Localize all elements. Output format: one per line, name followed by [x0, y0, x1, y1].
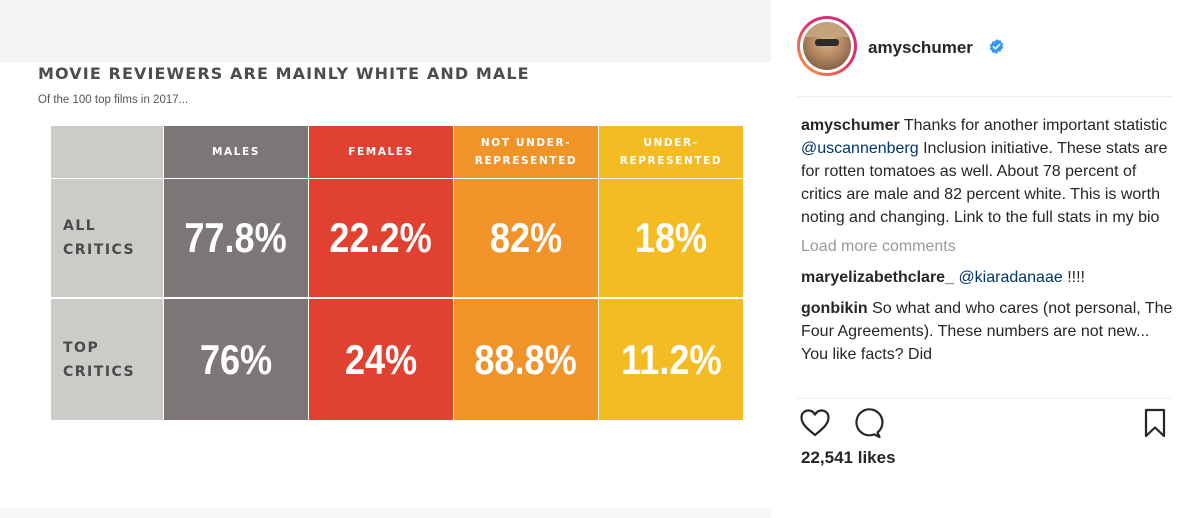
load-more-comments-button[interactable]: Load more comments: [801, 238, 956, 255]
value-top-critics-males: 76%: [199, 335, 273, 383]
row-label-all-critics: ALL CRITICS: [51, 179, 163, 297]
caption-text-rest: Inclusion initiative. These stats are fo…: [801, 140, 1168, 226]
image-bottom-band: [0, 508, 771, 518]
post-author-username[interactable]: amyschumer: [868, 38, 973, 57]
post-side-panel: amyschumer amyschumer Thanks for another…: [772, 0, 1200, 518]
comment-item: maryelizabethclare_ @kiaradanaae !!!!: [801, 266, 1179, 289]
value-all-critics-males: 77.8%: [184, 214, 288, 261]
value-cell: 77.8%: [164, 179, 308, 297]
post-image[interactable]: MOVIE REVIEWERS ARE MAINLY WHITE AND MAL…: [0, 0, 771, 518]
comment-username[interactable]: gonbikin: [801, 300, 868, 317]
caption-mention-link[interactable]: @uscannenberg: [801, 140, 919, 157]
caption-username[interactable]: amyschumer: [801, 117, 900, 134]
value-cell: 24%: [309, 299, 453, 420]
avatar-photo: [803, 22, 851, 70]
value-top-critics-under: 11.2%: [620, 335, 722, 383]
value-all-critics-under: 18%: [634, 214, 708, 261]
header-males: MALES: [164, 126, 308, 178]
comment-icon[interactable]: [850, 406, 884, 440]
row-label-top-critics: TOP CRITICS: [51, 299, 163, 420]
actions-divider: [797, 398, 1172, 399]
avatar-glasses: [815, 39, 839, 46]
verified-badge-icon: [989, 39, 1004, 54]
value-all-critics-females: 22.2%: [329, 214, 433, 261]
value-cell: 88.8%: [454, 299, 598, 420]
header-females: FEMALES: [309, 126, 453, 178]
post-actions-bar: [798, 406, 1172, 440]
infographic-title: MOVIE REVIEWERS ARE MAINLY WHITE AND MAL…: [38, 64, 530, 83]
value-cell: 22.2%: [309, 179, 453, 297]
header-not-under-represented: NOT UNDER- REPRESENTED: [454, 126, 598, 178]
comments-list: amyschumer Thanks for another important …: [801, 114, 1179, 374]
comment-text: !!!!: [1062, 269, 1085, 286]
heart-icon[interactable]: [798, 406, 832, 440]
header-under-represented: UNDER- REPRESENTED: [599, 126, 743, 178]
value-cell: 82%: [454, 179, 598, 297]
avatar-hair: [803, 22, 851, 37]
value-cell: 76%: [164, 299, 308, 420]
avatar[interactable]: [797, 16, 857, 76]
value-top-critics-females: 24%: [344, 335, 418, 383]
infographic-subtitle: Of the 100 top films in 2017...: [38, 94, 189, 106]
value-top-critics-not-under: 88.8%: [474, 335, 578, 383]
label-column-header: [51, 126, 163, 178]
avatar-frame: [800, 19, 854, 73]
comment-item: gonbikin So what and who cares (not pers…: [801, 297, 1179, 366]
stats-table: ALL CRITICS TOP CRITICS MALES FEMALES NO…: [51, 126, 743, 420]
value-all-critics-not-under: 82%: [489, 214, 563, 261]
likes-count[interactable]: 22,541 likes: [801, 448, 896, 467]
image-top-band: [0, 0, 771, 62]
header-divider: [797, 96, 1172, 97]
caption-text: Thanks for another important statistic: [899, 117, 1168, 134]
value-cell: 11.2%: [599, 299, 743, 420]
caption: amyschumer Thanks for another important …: [801, 114, 1179, 229]
bookmark-icon[interactable]: [1138, 406, 1172, 440]
comment-mention-link[interactable]: @kiaradanaae: [958, 269, 1063, 286]
value-cell: 18%: [599, 179, 743, 297]
comment-username[interactable]: maryelizabethclare_: [801, 269, 954, 286]
comment-text: So what and who cares (not personal, The…: [801, 300, 1173, 363]
